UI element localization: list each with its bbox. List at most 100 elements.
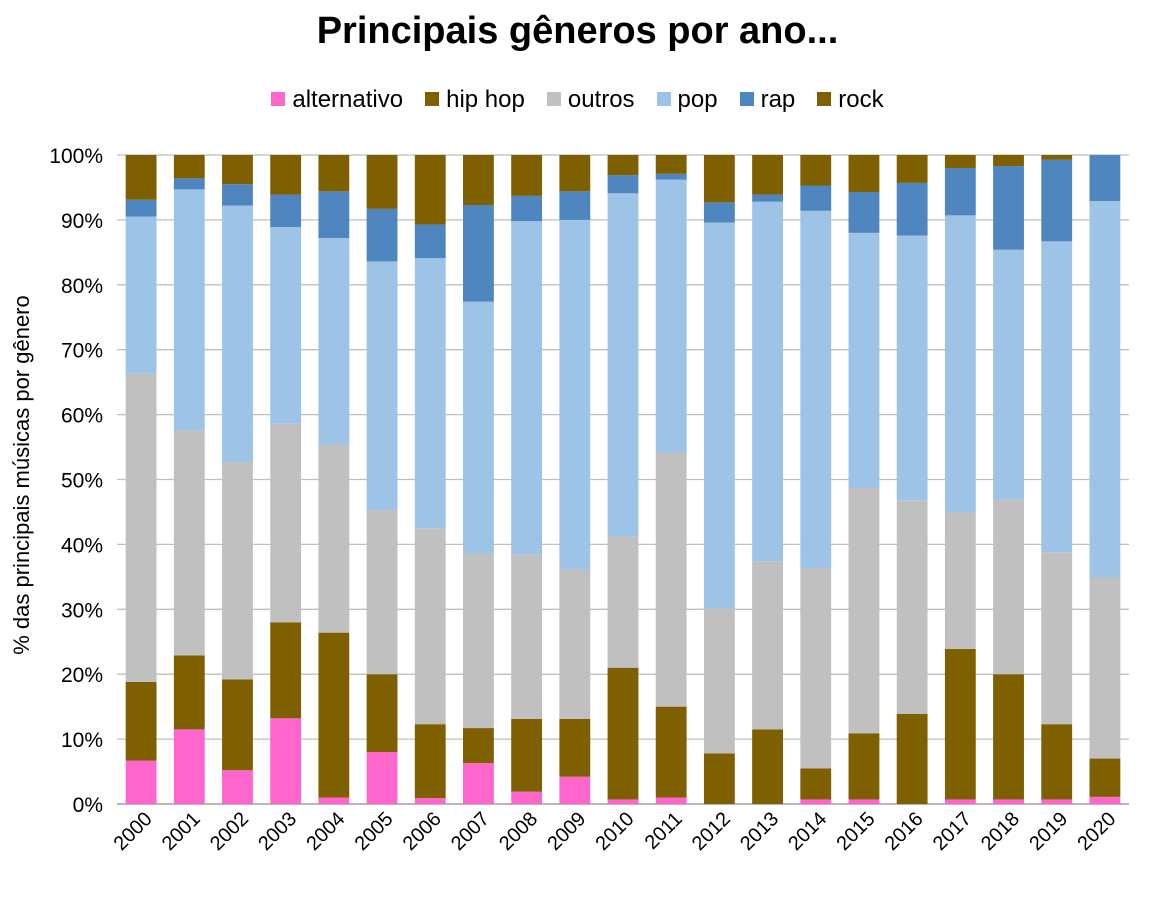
bar-segment-outros-2000 bbox=[125, 373, 157, 682]
bar-segment-rock-2019 bbox=[1041, 155, 1073, 160]
bar-segment-outros-2003 bbox=[270, 423, 302, 623]
bar-segment-alternativo-2020 bbox=[1089, 796, 1121, 804]
legend-label: hip hop bbox=[446, 86, 525, 113]
x-tick-label: 2003 bbox=[254, 808, 301, 855]
bar-segment-rap-2002 bbox=[222, 184, 253, 206]
bar-segment-pop-2013 bbox=[752, 201, 783, 562]
bar-segment-outros-2018 bbox=[993, 499, 1024, 675]
bar-segment-rock-2013 bbox=[752, 155, 783, 195]
bar-segment-outros-2020 bbox=[1089, 577, 1121, 759]
bar-segment-outros-2001 bbox=[173, 430, 205, 656]
bar-segment-alternativo-2000 bbox=[125, 760, 157, 804]
x-tick-label: 2004 bbox=[302, 808, 349, 855]
bar-segment-pop-2000 bbox=[125, 216, 157, 374]
x-tick-label: 2009 bbox=[543, 808, 590, 855]
bars bbox=[125, 155, 1121, 804]
x-tick-label: 2015 bbox=[832, 808, 879, 855]
x-tick-label: 2001 bbox=[158, 808, 205, 855]
bar-segment-alternativo-2011 bbox=[655, 797, 687, 804]
bar-segment-hip-hop-2007 bbox=[463, 728, 494, 764]
bar-segment-hip-hop-2020 bbox=[1089, 758, 1121, 797]
bar-segment-rock-2004 bbox=[318, 155, 350, 192]
bar-segment-hip-hop-2012 bbox=[703, 753, 735, 804]
bar-segment-pop-2018 bbox=[993, 249, 1024, 500]
bar-segment-rock-2000 bbox=[125, 155, 157, 200]
bar-segment-alternativo-2019 bbox=[1041, 799, 1073, 804]
legend-label: rap bbox=[760, 86, 796, 113]
bar-segment-pop-2003 bbox=[270, 227, 302, 424]
bar-segment-hip-hop-2018 bbox=[993, 674, 1024, 800]
bar-segment-rock-2010 bbox=[607, 155, 639, 176]
bar-segment-hip-hop-2004 bbox=[318, 632, 350, 798]
x-tick-label: 2008 bbox=[495, 808, 542, 855]
bar-segment-alternativo-2006 bbox=[414, 798, 446, 804]
bar-segment-rock-2016 bbox=[896, 155, 928, 183]
bar-segment-hip-hop-2019 bbox=[1041, 724, 1073, 800]
bar-segment-hip-hop-2008 bbox=[511, 718, 543, 792]
bar-segment-alternativo-2003 bbox=[270, 718, 302, 804]
bar-segment-alternativo-2002 bbox=[222, 770, 253, 804]
bar-segment-alternativo-2017 bbox=[944, 799, 976, 804]
bar-segment-hip-hop-2000 bbox=[125, 681, 157, 761]
bar-segment-hip-hop-2014 bbox=[800, 768, 832, 800]
x-tick-label: 2017 bbox=[929, 808, 976, 855]
bar-segment-pop-2020 bbox=[1089, 201, 1121, 578]
bar-segment-alternativo-2007 bbox=[463, 763, 494, 804]
y-tick-label: 20% bbox=[61, 664, 103, 687]
bar-segment-pop-2014 bbox=[800, 210, 832, 569]
bar-segment-rap-2010 bbox=[607, 175, 639, 194]
bar-segment-outros-2013 bbox=[752, 561, 783, 730]
bar-segment-outros-2010 bbox=[607, 536, 639, 668]
bar-segment-rap-2001 bbox=[173, 178, 205, 190]
bar-segment-alternativo-2005 bbox=[366, 752, 398, 804]
bar-segment-rap-2018 bbox=[993, 166, 1024, 250]
x-tick-label: 2018 bbox=[977, 808, 1024, 855]
y-tick-label: 100% bbox=[49, 145, 103, 168]
legend-label: outros bbox=[567, 86, 635, 113]
y-tick-label: 50% bbox=[61, 470, 103, 493]
bar-segment-outros-2007 bbox=[463, 553, 494, 729]
bar-segment-outros-2006 bbox=[414, 528, 446, 725]
bar-segment-rap-2007 bbox=[463, 204, 494, 302]
bar-segment-pop-2011 bbox=[655, 179, 687, 453]
bar-segment-pop-2012 bbox=[703, 222, 735, 609]
chart-title: Principais gêneros por ano... bbox=[316, 10, 839, 52]
bar-segment-alternativo-2014 bbox=[800, 799, 832, 804]
x-axis-ticks: 2000 2001 2002 2003 2004 2005 2006 2007 2008 2009… bbox=[110, 808, 1121, 855]
y-tick-label: 0% bbox=[73, 794, 103, 817]
legend-item-alternativo: alternativo bbox=[271, 86, 403, 114]
bar-segment-rock-2015 bbox=[848, 155, 880, 192]
bar-segment-rock-2012 bbox=[703, 155, 735, 203]
bar-segment-alternativo-2010 bbox=[607, 799, 639, 804]
bar-segment-pop-2004 bbox=[318, 238, 350, 445]
bar-segment-pop-2008 bbox=[511, 221, 543, 555]
bar-segment-outros-2005 bbox=[366, 510, 398, 675]
y-tick-label: 70% bbox=[61, 340, 103, 363]
bar-segment-rap-2009 bbox=[559, 191, 591, 220]
x-tick-label: 2019 bbox=[1025, 808, 1072, 855]
bar-segment-pop-2009 bbox=[559, 219, 591, 570]
bar-segment-outros-2004 bbox=[318, 444, 350, 633]
bar-segment-outros-2016 bbox=[896, 500, 928, 714]
bar-segment-pop-2007 bbox=[463, 301, 494, 554]
bar-segment-hip-hop-2001 bbox=[173, 655, 205, 730]
bar-segment-outros-2008 bbox=[511, 554, 543, 719]
bar-segment-hip-hop-2010 bbox=[607, 667, 639, 800]
y-tick-label: 60% bbox=[61, 405, 103, 428]
bar-segment-alternativo-2018 bbox=[993, 799, 1024, 804]
bar-segment-hip-hop-2009 bbox=[559, 718, 591, 777]
bar-segment-rock-2007 bbox=[463, 155, 494, 205]
bar-segment-alternativo-2004 bbox=[318, 797, 350, 804]
bar-segment-hip-hop-2002 bbox=[222, 679, 253, 771]
bar-segment-outros-2009 bbox=[559, 569, 591, 719]
legend-item-outros: outros bbox=[546, 86, 635, 114]
bar-segment-hip-hop-2017 bbox=[944, 648, 976, 800]
bar-segment-rap-2017 bbox=[944, 167, 976, 216]
legend-swatch bbox=[546, 92, 561, 106]
bar-segment-alternativo-2009 bbox=[559, 776, 591, 804]
bar-segment-outros-2017 bbox=[944, 511, 976, 649]
legend-item-pop: pop bbox=[656, 86, 718, 114]
x-tick-label: 2006 bbox=[399, 808, 446, 855]
legend-swatch bbox=[817, 92, 832, 106]
y-tick-label: 40% bbox=[61, 534, 103, 557]
